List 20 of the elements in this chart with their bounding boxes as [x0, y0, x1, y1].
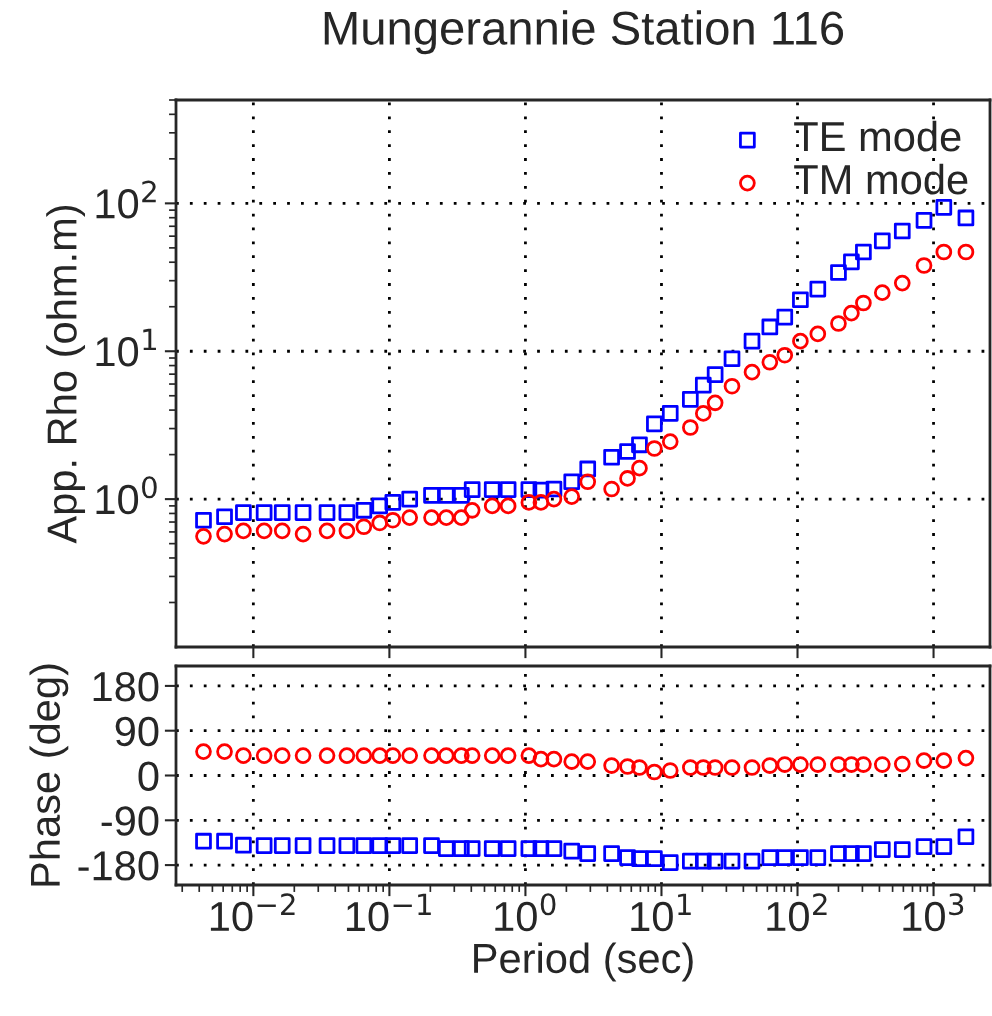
y-tick-label: 10$^{2}$	[96, 180, 156, 219]
x-tick-label: 10$^{1}$	[631, 893, 691, 932]
y-tick-label: 0	[138, 761, 159, 792]
y-axis-title: Phase (deg)	[29, 664, 69, 886]
chart-title: Mungerannie Station 116	[324, 10, 844, 55]
x-tick-label: 10$^{−1}$	[346, 893, 431, 932]
legend-label: TM mode	[794, 163, 968, 195]
x-axis-title: Period (sec)	[474, 942, 693, 982]
y-tick-label: 10$^{0}$	[96, 476, 157, 515]
x-tick-label: 10$^{2}$	[767, 893, 827, 932]
legend-label: TE mode	[794, 120, 961, 152]
x-tick-label: 10$^{−2}$	[210, 893, 295, 932]
y-tick-label: 180	[93, 671, 159, 702]
y-tick-label: 90	[115, 716, 159, 747]
y-tick-label: -90	[101, 806, 159, 836]
x-tick-label: 10$^{3}$	[903, 893, 964, 932]
y-axis-title: App. Rho (ohm.m)	[46, 205, 86, 544]
y-tick-label: -180	[78, 851, 159, 881]
y-tick-label: 10$^{1}$	[96, 328, 156, 367]
x-tick-label: 10$^{0}$	[495, 893, 556, 932]
